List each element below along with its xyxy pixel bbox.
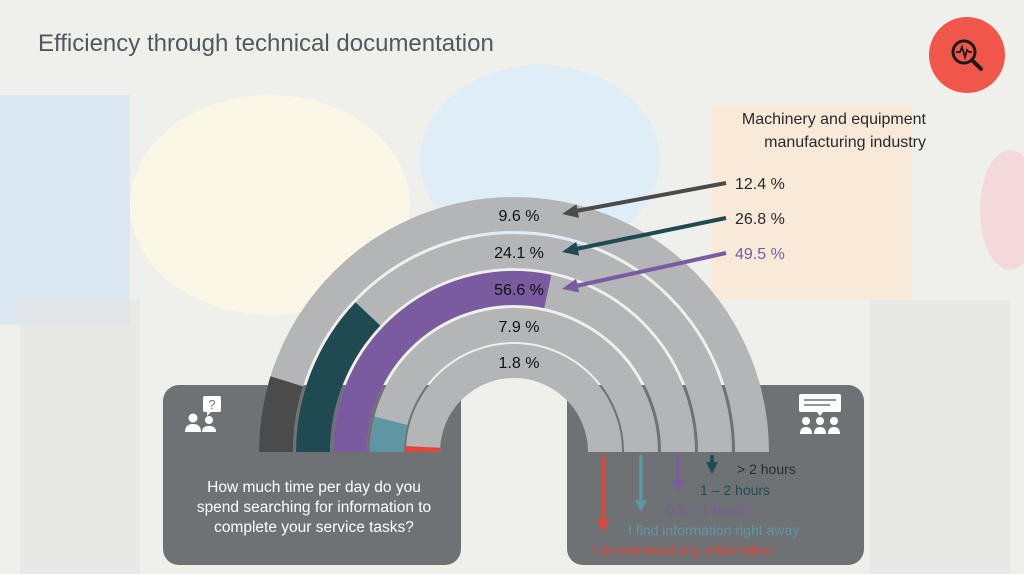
arc-value-bar	[370, 416, 408, 453]
legend-arrowhead	[706, 462, 718, 474]
legend-label: I find information right away	[628, 522, 799, 538]
svg-text:?: ?	[208, 397, 215, 412]
comparison-arrow	[575, 251, 727, 288]
value-label: 56.6 %	[494, 282, 544, 299]
industry-title: Machinery and equipment manufacturing in…	[690, 108, 926, 154]
people-question-icon: ?	[183, 394, 231, 441]
legend-label: I do not need any information	[592, 542, 773, 558]
survey-question: How much time per day do you spend searc…	[196, 479, 432, 536]
value-label: 1.8 %	[499, 355, 540, 372]
page-title: Efficiency through technical documentati…	[38, 30, 494, 57]
industry-title-line1: Machinery and equipment	[741, 111, 926, 128]
industry-value-label: 12.4 %	[735, 176, 785, 193]
people-chat-icon	[795, 392, 845, 441]
comparison-arrowhead	[562, 204, 579, 218]
value-label: 7.9 %	[499, 319, 540, 336]
arc-track	[406, 344, 622, 453]
legend-arrowhead	[597, 520, 609, 532]
comparison-arrow	[575, 181, 727, 213]
arc-value-bar	[333, 271, 552, 453]
arc-track	[370, 308, 658, 453]
legend-label: 1 – 2 hours	[700, 482, 770, 498]
search-pulse-icon	[929, 17, 1005, 93]
arc-track	[259, 197, 769, 453]
comparison-arrow	[575, 216, 727, 251]
legend-arrowhead	[635, 500, 647, 512]
arc-value-bar	[258, 376, 304, 453]
comparison-arrowhead	[562, 241, 580, 256]
legend-arrowhead	[672, 480, 684, 492]
value-label: 9.6 %	[499, 208, 540, 225]
comparison-arrowhead	[562, 278, 580, 293]
arc-value-bar	[296, 302, 381, 453]
legend-label: 0.5 – 1 hours	[666, 502, 748, 518]
industry-value-label: 26.8 %	[735, 211, 785, 228]
industry-title-line2: manufacturing industry	[764, 134, 926, 151]
value-label: 24.1 %	[494, 245, 544, 262]
industry-value-label: 49.5 %	[735, 246, 785, 263]
legend-label: > 2 hours	[737, 461, 796, 477]
